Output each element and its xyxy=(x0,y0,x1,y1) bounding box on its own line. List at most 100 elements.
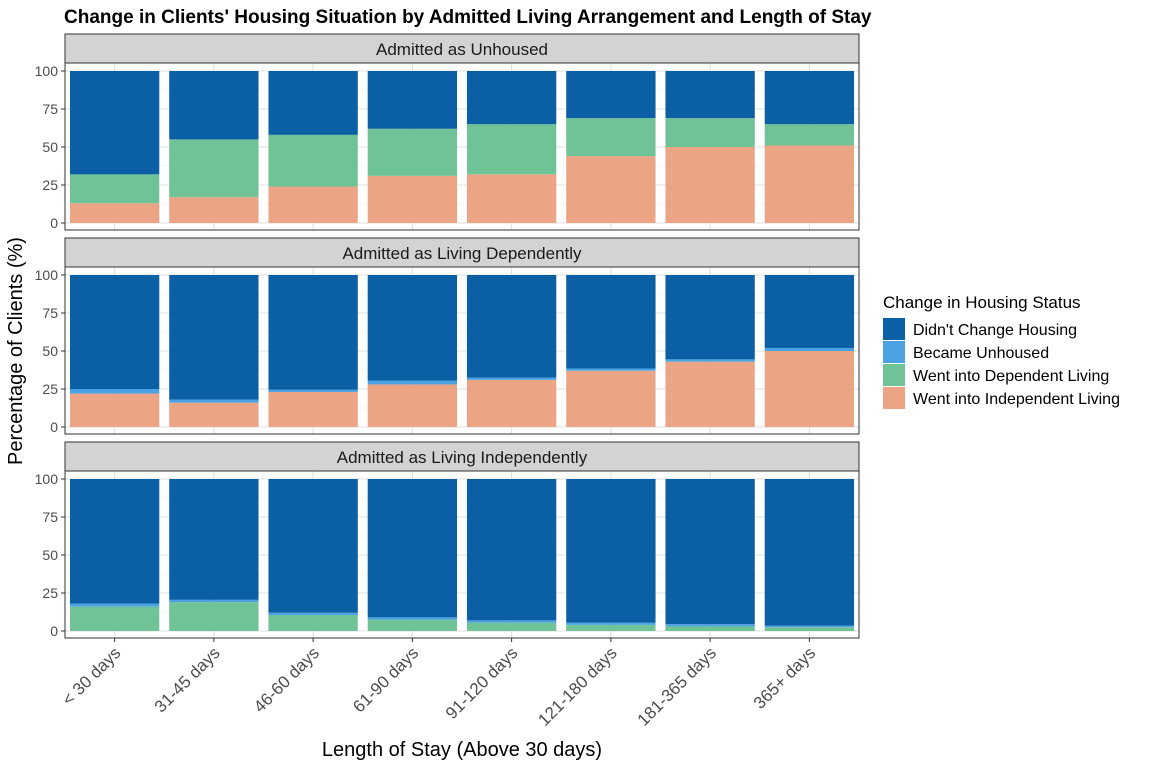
bar-segment-became-unhoused-61-90-days xyxy=(367,380,458,385)
bar-segment-became-unhoused-61-90-days xyxy=(367,617,458,620)
bar-segment-went-into-independent-living-30-days xyxy=(69,203,160,223)
y-tick-label: 50 xyxy=(42,139,58,155)
x-tick-label-61-90-days: 61-90 days xyxy=(349,643,422,716)
y-axis: 0 25 50 75 100 xyxy=(35,471,65,639)
bar-segment-went-into-dependent-living-91-120-days xyxy=(466,622,557,631)
bar-segment-went-into-dependent-living-46-60-days xyxy=(268,615,358,631)
facet-admitted-as-living-independently: Admitted as Living Independently 0 25 50 75 1… xyxy=(35,441,860,639)
y-tick-label: 75 xyxy=(42,101,58,117)
legend: Didn't Change Housing Became Unhoused Went… xyxy=(883,318,1120,409)
bar-segment-became-unhoused-365-days xyxy=(764,625,855,628)
x-tick-label-121-180-days: 121-180 days xyxy=(534,643,620,729)
bar-segment-went-into-dependent-living-30-days xyxy=(69,606,160,631)
bar-segment-became-unhoused-46-60-days xyxy=(268,612,358,616)
bar-segment-didn-t-change-housing-121-180-days xyxy=(566,71,656,119)
facet-admitted-as-unhoused: Admitted as Unhoused 0 25 50 75 100 xyxy=(35,33,860,231)
facet-panels: Admitted as Unhoused 0 25 50 75 100 Admitted a… xyxy=(35,33,860,639)
y-tick-label: 50 xyxy=(42,343,58,359)
chart-title: Change in Clients' Housing Situation by … xyxy=(64,7,872,28)
bar-segment-didn-t-change-housing-181-365-days xyxy=(665,275,755,360)
legend-label-went-into-dependent-living: Went into Dependent Living xyxy=(913,368,1109,385)
y-tick-label: 100 xyxy=(35,267,59,283)
bar-segment-went-into-dependent-living-365-days xyxy=(764,124,855,146)
legend-swatch-went-into-dependent-living xyxy=(883,364,905,386)
facet-strip-label: Admitted as Unhoused xyxy=(376,40,548,59)
bars xyxy=(69,275,855,427)
y-tick-label: 50 xyxy=(42,547,58,563)
y-tick-label: 75 xyxy=(42,509,58,525)
bar-segment-didn-t-change-housing-365-days xyxy=(764,275,855,348)
bar-segment-went-into-independent-living-181-365-days xyxy=(665,147,755,223)
bar-segment-didn-t-change-housing-46-60-days xyxy=(268,479,358,613)
x-axis-label: Length of Stay (Above 30 days) xyxy=(322,739,602,761)
legend-label-didn-t-change-housing: Didn't Change Housing xyxy=(913,322,1077,339)
y-axis: 0 25 50 75 100 xyxy=(35,267,65,435)
bar-segment-went-into-dependent-living-365-days xyxy=(764,627,855,631)
x-tick-label-365-days: 365+ days xyxy=(750,643,819,712)
bar-segment-became-unhoused-30-days xyxy=(69,603,160,607)
bar-segment-became-unhoused-30-days xyxy=(69,389,160,394)
bar-segment-went-into-independent-living-30-days xyxy=(69,393,160,427)
bar-segment-didn-t-change-housing-31-45-days xyxy=(169,479,259,600)
bar-segment-went-into-independent-living-91-120-days xyxy=(466,379,557,427)
bar-segment-didn-t-change-housing-61-90-days xyxy=(367,275,458,381)
facet-strip xyxy=(64,33,860,64)
bar-segment-went-into-dependent-living-181-365-days xyxy=(665,626,755,631)
bar-segment-became-unhoused-181-365-days xyxy=(665,624,755,627)
x-tick-label-30-days: < 30 days xyxy=(59,643,125,709)
bar-segment-became-unhoused-91-120-days xyxy=(466,620,557,623)
facet-strip-label: Admitted as Living Independently xyxy=(337,448,588,467)
bar-segment-went-into-independent-living-365-days xyxy=(764,145,855,223)
bar-segment-went-into-dependent-living-31-45-days xyxy=(169,139,259,198)
bar-segment-didn-t-change-housing-181-365-days xyxy=(665,71,755,119)
bar-segment-didn-t-change-housing-30-days xyxy=(69,275,160,389)
bar-segment-went-into-dependent-living-181-365-days xyxy=(665,118,755,147)
bars xyxy=(69,71,855,223)
bar-segment-didn-t-change-housing-91-120-days xyxy=(466,479,557,621)
bar-segment-went-into-independent-living-31-45-days xyxy=(169,402,259,427)
y-tick-label: 100 xyxy=(35,471,59,487)
bar-segment-didn-t-change-housing-30-days xyxy=(69,479,160,604)
bar-segment-didn-t-change-housing-181-365-days xyxy=(665,479,755,625)
x-axis-ticks: < 30 days 31-45 days 46-60 days 61-90 days 9… xyxy=(59,638,819,730)
bar-segment-didn-t-change-housing-46-60-days xyxy=(268,71,358,135)
x-tick-label-181-365-days: 181-365 days xyxy=(634,643,720,729)
bar-segment-went-into-dependent-living-30-days xyxy=(69,174,160,204)
legend-swatch-went-into-independent-living xyxy=(883,387,905,409)
bar-segment-went-into-independent-living-61-90-days xyxy=(367,384,458,427)
bar-segment-didn-t-change-housing-61-90-days xyxy=(367,71,458,129)
bar-segment-went-into-independent-living-181-365-days xyxy=(665,361,755,427)
bar-segment-didn-t-change-housing-61-90-days xyxy=(367,479,458,618)
bar-segment-didn-t-change-housing-91-120-days xyxy=(466,275,557,378)
bar-segment-went-into-dependent-living-91-120-days xyxy=(466,124,557,175)
legend-label-became-unhoused: Became Unhoused xyxy=(913,345,1049,362)
x-tick-label-46-60-days: 46-60 days xyxy=(250,643,323,716)
bar-segment-didn-t-change-housing-91-120-days xyxy=(466,71,557,125)
bar-segment-went-into-independent-living-365-days xyxy=(764,351,855,427)
facet-strip xyxy=(64,237,860,268)
bar-segment-became-unhoused-121-180-days xyxy=(566,368,656,371)
bar-segment-didn-t-change-housing-30-days xyxy=(69,71,160,175)
bar-segment-went-into-dependent-living-121-180-days xyxy=(566,624,656,631)
bar-segment-went-into-dependent-living-121-180-days xyxy=(566,118,656,157)
y-tick-label: 75 xyxy=(42,305,58,321)
bar-segment-became-unhoused-31-45-days xyxy=(169,399,259,403)
y-tick-label: 25 xyxy=(42,177,58,193)
bar-segment-went-into-independent-living-31-45-days xyxy=(169,197,259,223)
bar-segment-didn-t-change-housing-121-180-days xyxy=(566,275,656,369)
y-tick-label: 0 xyxy=(50,419,58,435)
bar-segment-went-into-independent-living-46-60-days xyxy=(268,392,358,427)
legend-swatch-didn-t-change-housing xyxy=(883,318,905,340)
bar-segment-became-unhoused-121-180-days xyxy=(566,622,656,625)
legend-label-went-into-independent-living: Went into Independent Living xyxy=(913,391,1120,408)
bar-segment-went-into-independent-living-121-180-days xyxy=(566,156,656,223)
bar-segment-became-unhoused-181-365-days xyxy=(665,359,755,362)
bar-segment-became-unhoused-46-60-days xyxy=(268,389,358,393)
bar-segment-went-into-dependent-living-46-60-days xyxy=(268,134,358,187)
bar-segment-went-into-dependent-living-31-45-days xyxy=(169,602,259,631)
bar-segment-became-unhoused-91-120-days xyxy=(466,377,557,380)
x-tick-label-31-45-days: 31-45 days xyxy=(151,643,224,716)
y-tick-label: 100 xyxy=(35,63,59,79)
facet-admitted-as-living-dependently: Admitted as Living Dependently 0 25 50 75 100 xyxy=(35,237,860,435)
